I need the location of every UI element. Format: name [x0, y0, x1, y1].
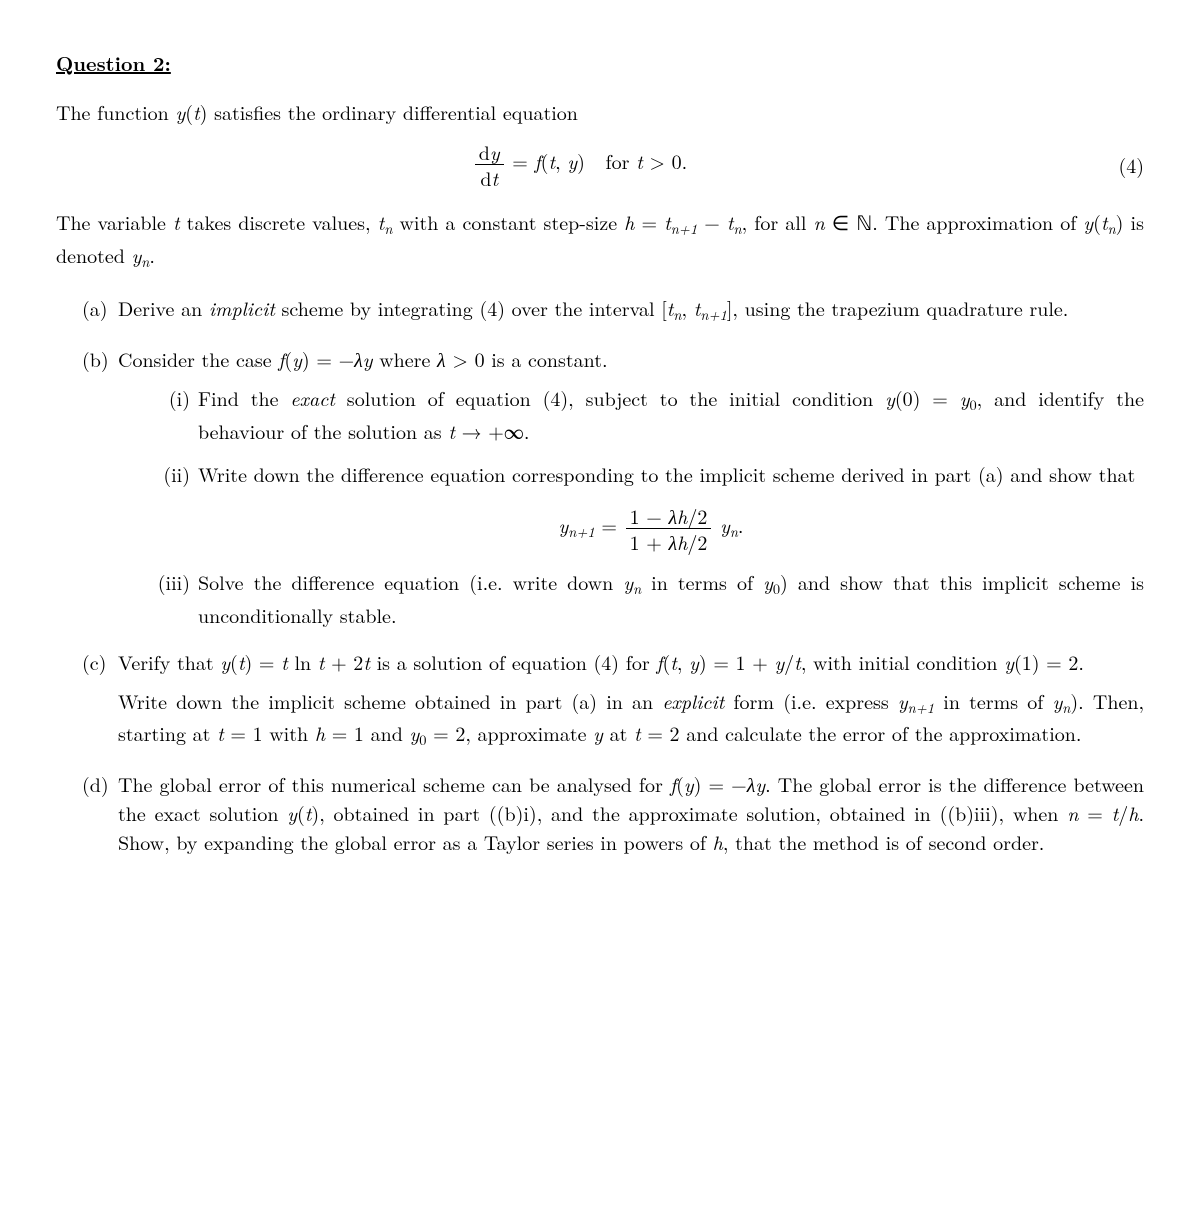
part-b-i-text: Find the exact solution of equation (4),… [198, 383, 1144, 445]
italic-exact: exact [290, 383, 335, 412]
sub-n-2: n [734, 219, 742, 239]
italic-explicit: explicit [662, 686, 724, 715]
part-b-iii: (iii) Solve the difference equation (i.e… [154, 567, 1144, 629]
part-c: (c) Verify that y(t) = t ln t + 2t is a … [82, 647, 1144, 752]
sub-n-c: n [1062, 698, 1070, 718]
eq4-num: dy [475, 140, 504, 165]
intro-paragraph: The function y(t) satisfies the ordinary… [56, 97, 1144, 126]
eq4-den: dt [475, 165, 504, 189]
part-a-text: Derive an implicit scheme by integrating… [118, 293, 1068, 322]
part-b-ii: (ii) Write down the difference equation … [154, 459, 1144, 553]
sub-n: n [384, 219, 392, 239]
equation-4-body: dy dt = f(t, y) for t > 0. [56, 140, 1104, 189]
sub-0-biii: 0 [773, 579, 780, 599]
rec-num: 1 − λh/2 [626, 504, 712, 529]
part-d-text: The global error of this numerical schem… [118, 769, 1144, 856]
sub-n-bii: n [730, 521, 738, 541]
equation-4-number: (4) [1104, 150, 1144, 179]
part-b-label: (b) [82, 344, 109, 373]
part-b-sublist: (i) Find the exact solution of equation … [154, 383, 1144, 629]
part-a-label: (a) [82, 293, 108, 322]
part-b: (b) Consider the case f(y) = −λy where λ… [82, 344, 1144, 629]
sub-n-biii: n [633, 579, 641, 599]
sub-0-bi: 0 [969, 395, 976, 415]
part-b-i: (i) Find the exact solution of equation … [154, 383, 1144, 445]
question-title: Question 2: [56, 48, 1144, 77]
part-b-i-label: (i) [154, 383, 190, 412]
parts-list: (a) Derive an implicit scheme by integra… [82, 293, 1144, 857]
sub-np1-bii: n+1 [568, 521, 594, 541]
sub-np1-a: n+1 [700, 305, 726, 325]
italic-implicit: implicit [209, 293, 275, 322]
equation-recursion-body: yn+1 = 1 − λh/2 1 + λh/2 yn. [198, 504, 1104, 553]
sub-n-3: n [1108, 219, 1116, 239]
part-c-p1: Verify that y(t) = t ln t + 2t is a solu… [118, 647, 1144, 676]
sub-np1-c: n+1 [908, 698, 934, 718]
equation-4: dy dt = f(t, y) for t > 0. (4) [56, 140, 1144, 189]
part-d: (d) The global error of this numerical s… [82, 769, 1144, 856]
discrete-paragraph: The variable t takes discrete values, tn… [56, 207, 1144, 273]
sub-0-c: 0 [419, 730, 426, 750]
intro-text: The function y(t) satisfies the ordinary… [56, 97, 578, 126]
equation-recursion: yn+1 = 1 − λh/2 1 + λh/2 yn. [198, 504, 1144, 553]
part-d-label: (d) [82, 769, 109, 798]
sub-np1: n+1 [671, 219, 697, 239]
part-a: (a) Derive an implicit scheme by integra… [82, 293, 1144, 326]
sub-n-a: n [673, 305, 681, 325]
part-b-iii-label: (iii) [154, 567, 190, 596]
rec-den: 1 + λh/2 [626, 529, 712, 553]
sub-n-4: n [141, 252, 149, 272]
part-c-label: (c) [82, 647, 106, 676]
part-b-ii-text: Write down the difference equation corre… [198, 459, 1135, 488]
part-c-p2: Write down the implicit scheme obtained … [118, 686, 1144, 752]
part-b-ii-label: (ii) [154, 459, 190, 488]
eq4-rhs: = f(t, y) for t > 0. [512, 146, 687, 175]
part-b-text: Consider the case f(y) = −λy where λ > 0… [118, 344, 608, 373]
part-b-iii-text: Solve the difference equation (i.e. writ… [198, 567, 1144, 629]
